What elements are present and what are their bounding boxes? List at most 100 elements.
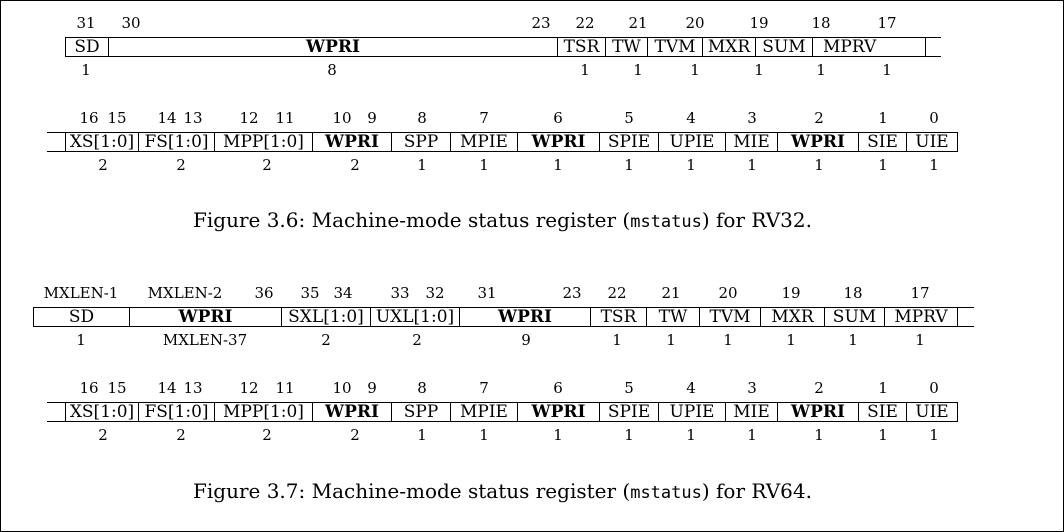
bit-label: 7 — [479, 109, 489, 127]
bit-label: 18 — [811, 14, 831, 32]
register-row: SD WPRI TSR TW TVM MXR SUM MPRV — [65, 37, 941, 57]
field-width: 8 — [327, 61, 337, 79]
field-width: 1 — [814, 156, 824, 174]
bit-label: 11 — [275, 109, 295, 127]
field-width: 1 — [878, 426, 888, 444]
bit-label: 23 — [531, 14, 551, 32]
field-width: 1 — [624, 426, 634, 444]
bit-label: 16 — [79, 379, 99, 397]
field-width: 2 — [262, 156, 272, 174]
field-wpri: WPRI — [777, 133, 858, 151]
field-width: 1 — [747, 156, 757, 174]
field-upie: UPIE — [658, 133, 725, 151]
field-width: 1 — [686, 426, 696, 444]
field-width: 2 — [350, 426, 360, 444]
bit-label: 0 — [929, 379, 939, 397]
field-mie: MIE — [725, 133, 777, 151]
field-width: 1 — [417, 156, 427, 174]
field-sum: SUM — [755, 38, 812, 56]
field-mie: MIE — [725, 403, 777, 421]
field-width: 1 — [686, 156, 696, 174]
bit-label: 12 — [239, 109, 259, 127]
field-sie: SIE — [858, 403, 906, 421]
field-width: 1 — [882, 61, 892, 79]
field-width: 1 — [747, 426, 757, 444]
figure-caption: Figure 3.6: Machine-mode status register… — [193, 208, 812, 232]
bit-label: 13 — [183, 379, 203, 397]
field-mpp: MPP[1:0] — [214, 133, 312, 151]
field-width: 1 — [929, 426, 939, 444]
field-width: 2 — [321, 331, 331, 349]
field-sd: SD — [33, 308, 129, 326]
field-uie: UIE — [906, 133, 958, 151]
field-width: 1 — [814, 426, 824, 444]
field-width: 2 — [262, 426, 272, 444]
register-name: mstatus — [630, 212, 702, 232]
field-empty — [957, 308, 974, 326]
bit-label: 7 — [479, 379, 489, 397]
field-mpp: MPP[1:0] — [214, 403, 312, 421]
figure-caption: Figure 3.7: Machine-mode status register… — [193, 479, 812, 503]
bit-label: 14 — [157, 109, 177, 127]
field-width: 2 — [350, 156, 360, 174]
bit-label: 3 — [747, 109, 757, 127]
bit-label: 20 — [718, 284, 738, 302]
bit-label: 32 — [425, 284, 445, 302]
bit-label: 11 — [275, 379, 295, 397]
register-row: XS[1:0] FS[1:0] MPP[1:0] WPRI SPP MPIE W… — [47, 402, 958, 422]
field-width: 2 — [98, 156, 108, 174]
field-width: 1 — [786, 331, 796, 349]
field-mpie: MPIE — [450, 133, 517, 151]
bit-label: 18 — [843, 284, 863, 302]
field-width: 1 — [816, 61, 826, 79]
field-width: 1 — [848, 331, 858, 349]
field-width: 1 — [915, 331, 925, 349]
field-spie: SPIE — [599, 133, 658, 151]
bit-label: 8 — [417, 109, 427, 127]
field-width: 1 — [612, 331, 622, 349]
field-width: 2 — [176, 426, 186, 444]
field-tsr: TSR — [557, 38, 605, 56]
field-xs: XS[1:0] — [65, 403, 138, 421]
field-fs: FS[1:0] — [138, 133, 214, 151]
bit-label: 1 — [878, 109, 888, 127]
bit-label: 9 — [367, 109, 377, 127]
bit-label: 36 — [254, 284, 274, 302]
field-width: 1 — [553, 426, 563, 444]
bit-label: 2 — [814, 379, 824, 397]
field-tw: TW — [646, 308, 699, 326]
field-wpri: WPRI — [312, 133, 391, 151]
field-width: 1 — [754, 61, 764, 79]
field-sd: SD — [65, 38, 108, 56]
figure-number: Figure 3.7: — [193, 479, 306, 503]
field-width: 1 — [81, 61, 91, 79]
bit-label: 30 — [121, 14, 141, 32]
field-width: MXLEN-37 — [162, 331, 248, 349]
field-mprv: MPRV — [812, 38, 926, 56]
bit-label: 21 — [661, 284, 681, 302]
field-wpri: WPRI — [108, 38, 557, 56]
field-spie: SPIE — [599, 403, 658, 421]
field-width: 1 — [479, 426, 489, 444]
register-name: mstatus — [630, 483, 702, 503]
bit-label: 34 — [333, 284, 353, 302]
field-width: 2 — [412, 331, 422, 349]
field-wpri: WPRI — [312, 403, 391, 421]
field-tvm: TVM — [647, 38, 702, 56]
bit-label: 35 — [300, 284, 320, 302]
bit-label: MXLEN-1 — [43, 284, 119, 302]
register-row: SD WPRI SXL[1:0] UXL[1:0] WPRI TSR TW TV… — [33, 307, 974, 327]
field-width: 2 — [176, 156, 186, 174]
bit-label: 12 — [239, 379, 259, 397]
field-wpri: WPRI — [777, 403, 858, 421]
bit-label: 4 — [686, 379, 696, 397]
field-sxl: SXL[1:0] — [281, 308, 370, 326]
field-wpri: WPRI — [459, 308, 590, 326]
bit-label: 19 — [749, 14, 769, 32]
bit-label: 3 — [747, 379, 757, 397]
field-width: 1 — [553, 156, 563, 174]
bit-label: 22 — [607, 284, 627, 302]
bit-label: MXLEN-2 — [147, 284, 223, 302]
bit-label: 15 — [107, 109, 127, 127]
